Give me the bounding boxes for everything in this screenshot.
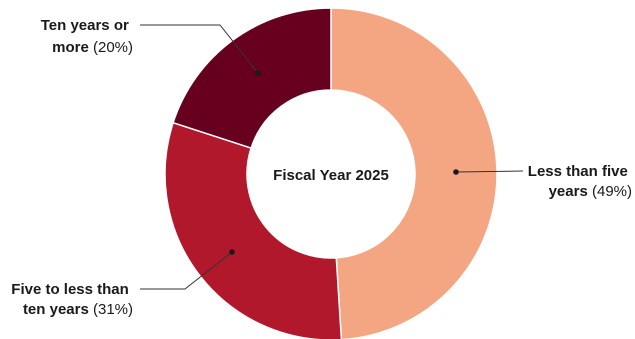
- donut-slice-ten-years-or-more: [172, 7, 332, 149]
- label-line: Five to less than: [11, 281, 129, 298]
- leader-line-five-to-ten: [140, 251, 233, 290]
- slice-label-ten-or-more: Ten years or more (20%): [41, 17, 133, 56]
- center-label: Fiscal Year 2025: [273, 167, 389, 184]
- label-line: years: [549, 183, 588, 200]
- label-percent: (49%): [588, 183, 632, 200]
- label-ten-or-more: Ten years or more (20%): [41, 17, 261, 76]
- donut-slice-less-than-five-years: [330, 7, 498, 339]
- label-percent: (20%): [89, 39, 133, 56]
- label-line: Ten years or: [41, 17, 129, 34]
- label-line: ten years: [23, 301, 89, 318]
- leader-line-less-than-five: [455, 170, 524, 173]
- leader-line-ten-or-more: [140, 24, 259, 74]
- slice-label-less-than-five: Less than five years (49%): [528, 163, 632, 200]
- donut-slices: [164, 7, 498, 339]
- leader-dot-less-than-five: [453, 169, 459, 175]
- leader-dot-five-to-ten: [229, 249, 235, 255]
- label-line: Less than five: [528, 163, 628, 180]
- leader-dot-ten-or-more: [255, 70, 261, 76]
- label-line: more: [52, 39, 89, 56]
- donut-slice-five-to-less-than-ten-years: [164, 121, 343, 339]
- label-five-to-ten: Five to less than ten years (31%): [11, 249, 235, 318]
- label-percent: (31%): [89, 301, 133, 318]
- label-less-than-five: Less than five years (49%): [453, 163, 632, 200]
- slice-label-five-to-ten: Five to less than ten years (31%): [11, 281, 133, 318]
